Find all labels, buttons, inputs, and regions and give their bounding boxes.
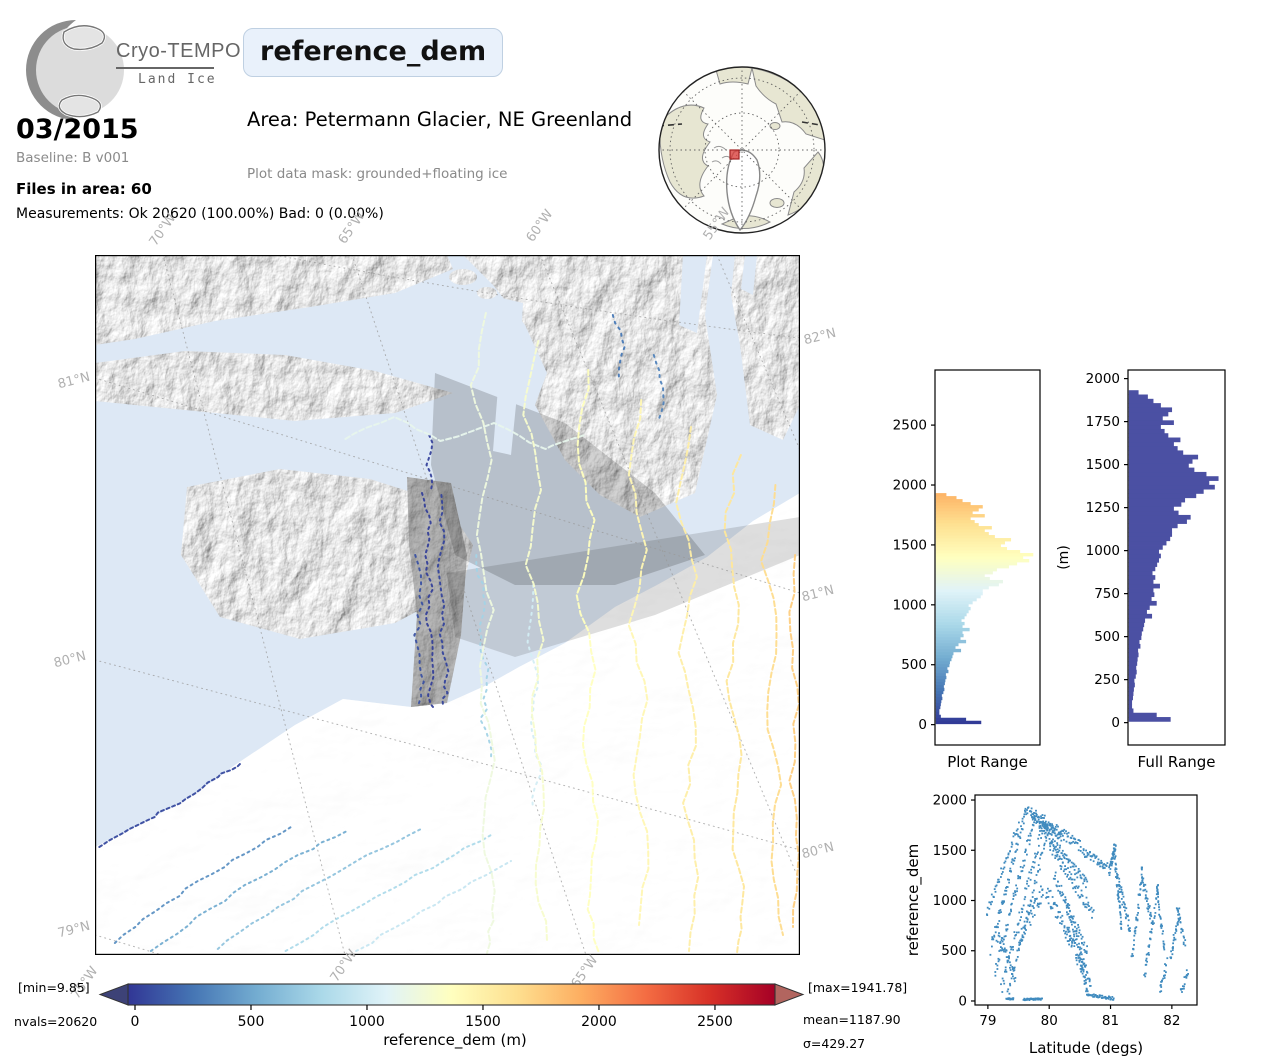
svg-text:0: 0 — [918, 717, 927, 733]
svg-text:750: 750 — [1094, 586, 1120, 602]
map-data-tracks — [98, 312, 800, 954]
baseline-label: Baseline: B v001 — [16, 150, 130, 166]
svg-text:reference_dem: reference_dem — [904, 844, 923, 957]
min-value-label: [min=9.85] — [18, 980, 90, 995]
variable-title: reference_dem — [243, 28, 504, 77]
svg-text:80: 80 — [1041, 1013, 1058, 1029]
map-glacier-shading — [407, 477, 467, 707]
svg-text:1500: 1500 — [933, 843, 967, 859]
colorbar-axis-label: reference_dem (m) — [383, 1031, 527, 1049]
svg-text:1500: 1500 — [465, 1014, 501, 1030]
map-lat-label: 82°N — [802, 325, 838, 349]
plot-range-histogram: 0 500 1000 1500 2000 2500 Plot Range — [893, 369, 1041, 771]
svg-text:2500: 2500 — [697, 1014, 733, 1030]
svg-text:1250: 1250 — [1086, 500, 1120, 516]
svg-text:Latitude (degs): Latitude (degs) — [1029, 1039, 1143, 1057]
svg-text:Full Range: Full Range — [1138, 753, 1216, 771]
svg-text:82: 82 — [1163, 1013, 1180, 1029]
arctic-locator-map — [658, 66, 826, 234]
svg-text:79: 79 — [979, 1013, 996, 1029]
svg-text:0: 0 — [958, 993, 967, 1009]
measurements-label: Measurements: Ok 20620 (100.00%) Bad: 0 … — [16, 206, 384, 222]
map-frame — [95, 255, 800, 955]
inset-land-canada — [659, 104, 711, 199]
map-lat-label: 81°N — [800, 582, 836, 606]
map-ridge-shadow — [447, 517, 800, 657]
plot-mask-label: Plot data mask: grounded+floating ice — [247, 166, 508, 182]
svg-text:0: 0 — [131, 1014, 140, 1030]
logo-antarctica-icon — [58, 94, 102, 118]
svg-text:2500: 2500 — [893, 418, 927, 434]
svg-text:500: 500 — [238, 1014, 265, 1030]
colorbar: 0 500 1000 1500 2000 2500 — [98, 983, 805, 1030]
svg-text:81: 81 — [1102, 1013, 1119, 1029]
map-lat-label: 81°N — [56, 369, 92, 393]
inset-greenland — [725, 149, 761, 232]
inset-area-marker — [729, 149, 740, 160]
svg-text:500: 500 — [901, 657, 927, 673]
map-lat-label: 80°N — [800, 839, 836, 863]
date-label: 03/2015 — [16, 114, 139, 145]
svg-text:1500: 1500 — [893, 537, 927, 553]
svg-text:1000: 1000 — [1086, 543, 1120, 559]
max-value-label: [max=1941.78] — [808, 980, 908, 995]
nvals-label: nvals=20620 — [14, 1014, 98, 1029]
inset-border — [658, 66, 826, 234]
map-lat-label: 80°N — [52, 648, 88, 672]
files-in-area-label: Files in area: 60 — [16, 180, 152, 198]
map-ice-sheet-brightener — [95, 493, 800, 955]
svg-text:1000: 1000 — [349, 1014, 385, 1030]
main-map — [95, 255, 800, 955]
svg-text:2000: 2000 — [1086, 371, 1120, 387]
logo-greenland-icon — [62, 25, 106, 51]
svg-text:Plot Range: Plot Range — [947, 753, 1028, 771]
logo-globe — [36, 26, 124, 114]
svg-text:1750: 1750 — [1086, 414, 1120, 430]
svg-text:1000: 1000 — [933, 893, 967, 909]
svg-text:1000: 1000 — [893, 597, 927, 613]
mean-label: mean=1187.90 — [803, 1012, 901, 1027]
svg-text:2000: 2000 — [581, 1014, 617, 1030]
map-glacier-tongue — [407, 477, 467, 707]
sigma-label: σ=429.27 — [803, 1036, 866, 1051]
svg-text:500: 500 — [941, 943, 967, 959]
svg-text:0: 0 — [1111, 715, 1120, 731]
full-range-histogram: 0 250 500 750 1000 1250 1500 1750 2000 Full Range… — [1056, 369, 1226, 771]
svg-text:500: 500 — [1094, 629, 1120, 645]
brand-name: Cryo-TEMPO — [116, 40, 241, 62]
map-mountain-terrain — [95, 255, 800, 639]
brand-subtitle: Land Ice — [138, 72, 217, 87]
cryo-tempo-logo — [26, 20, 124, 120]
svg-text:2000: 2000 — [933, 793, 967, 809]
map-fjords — [493, 255, 757, 455]
map-lat-label: 79°N — [56, 918, 92, 942]
brand-divider — [116, 67, 214, 69]
svg-text:250: 250 — [1094, 672, 1120, 688]
area-label: Area: Petermann Glacier, NE Greenland — [247, 108, 633, 131]
logo-crescent — [26, 20, 76, 120]
svg-text:1500: 1500 — [1086, 457, 1120, 473]
svg-text:2000: 2000 — [893, 478, 927, 494]
latitude-scatter-plot: 79 80 81 82 0 500 1000 1500 2000 Latitude (degs) r… — [904, 793, 1198, 1057]
map-lon-label: 60°W — [523, 206, 557, 246]
svg-text:(m): (m) — [1056, 545, 1072, 570]
inset-land-svalbard — [769, 122, 781, 130]
inset-land-iceland — [769, 198, 785, 208]
